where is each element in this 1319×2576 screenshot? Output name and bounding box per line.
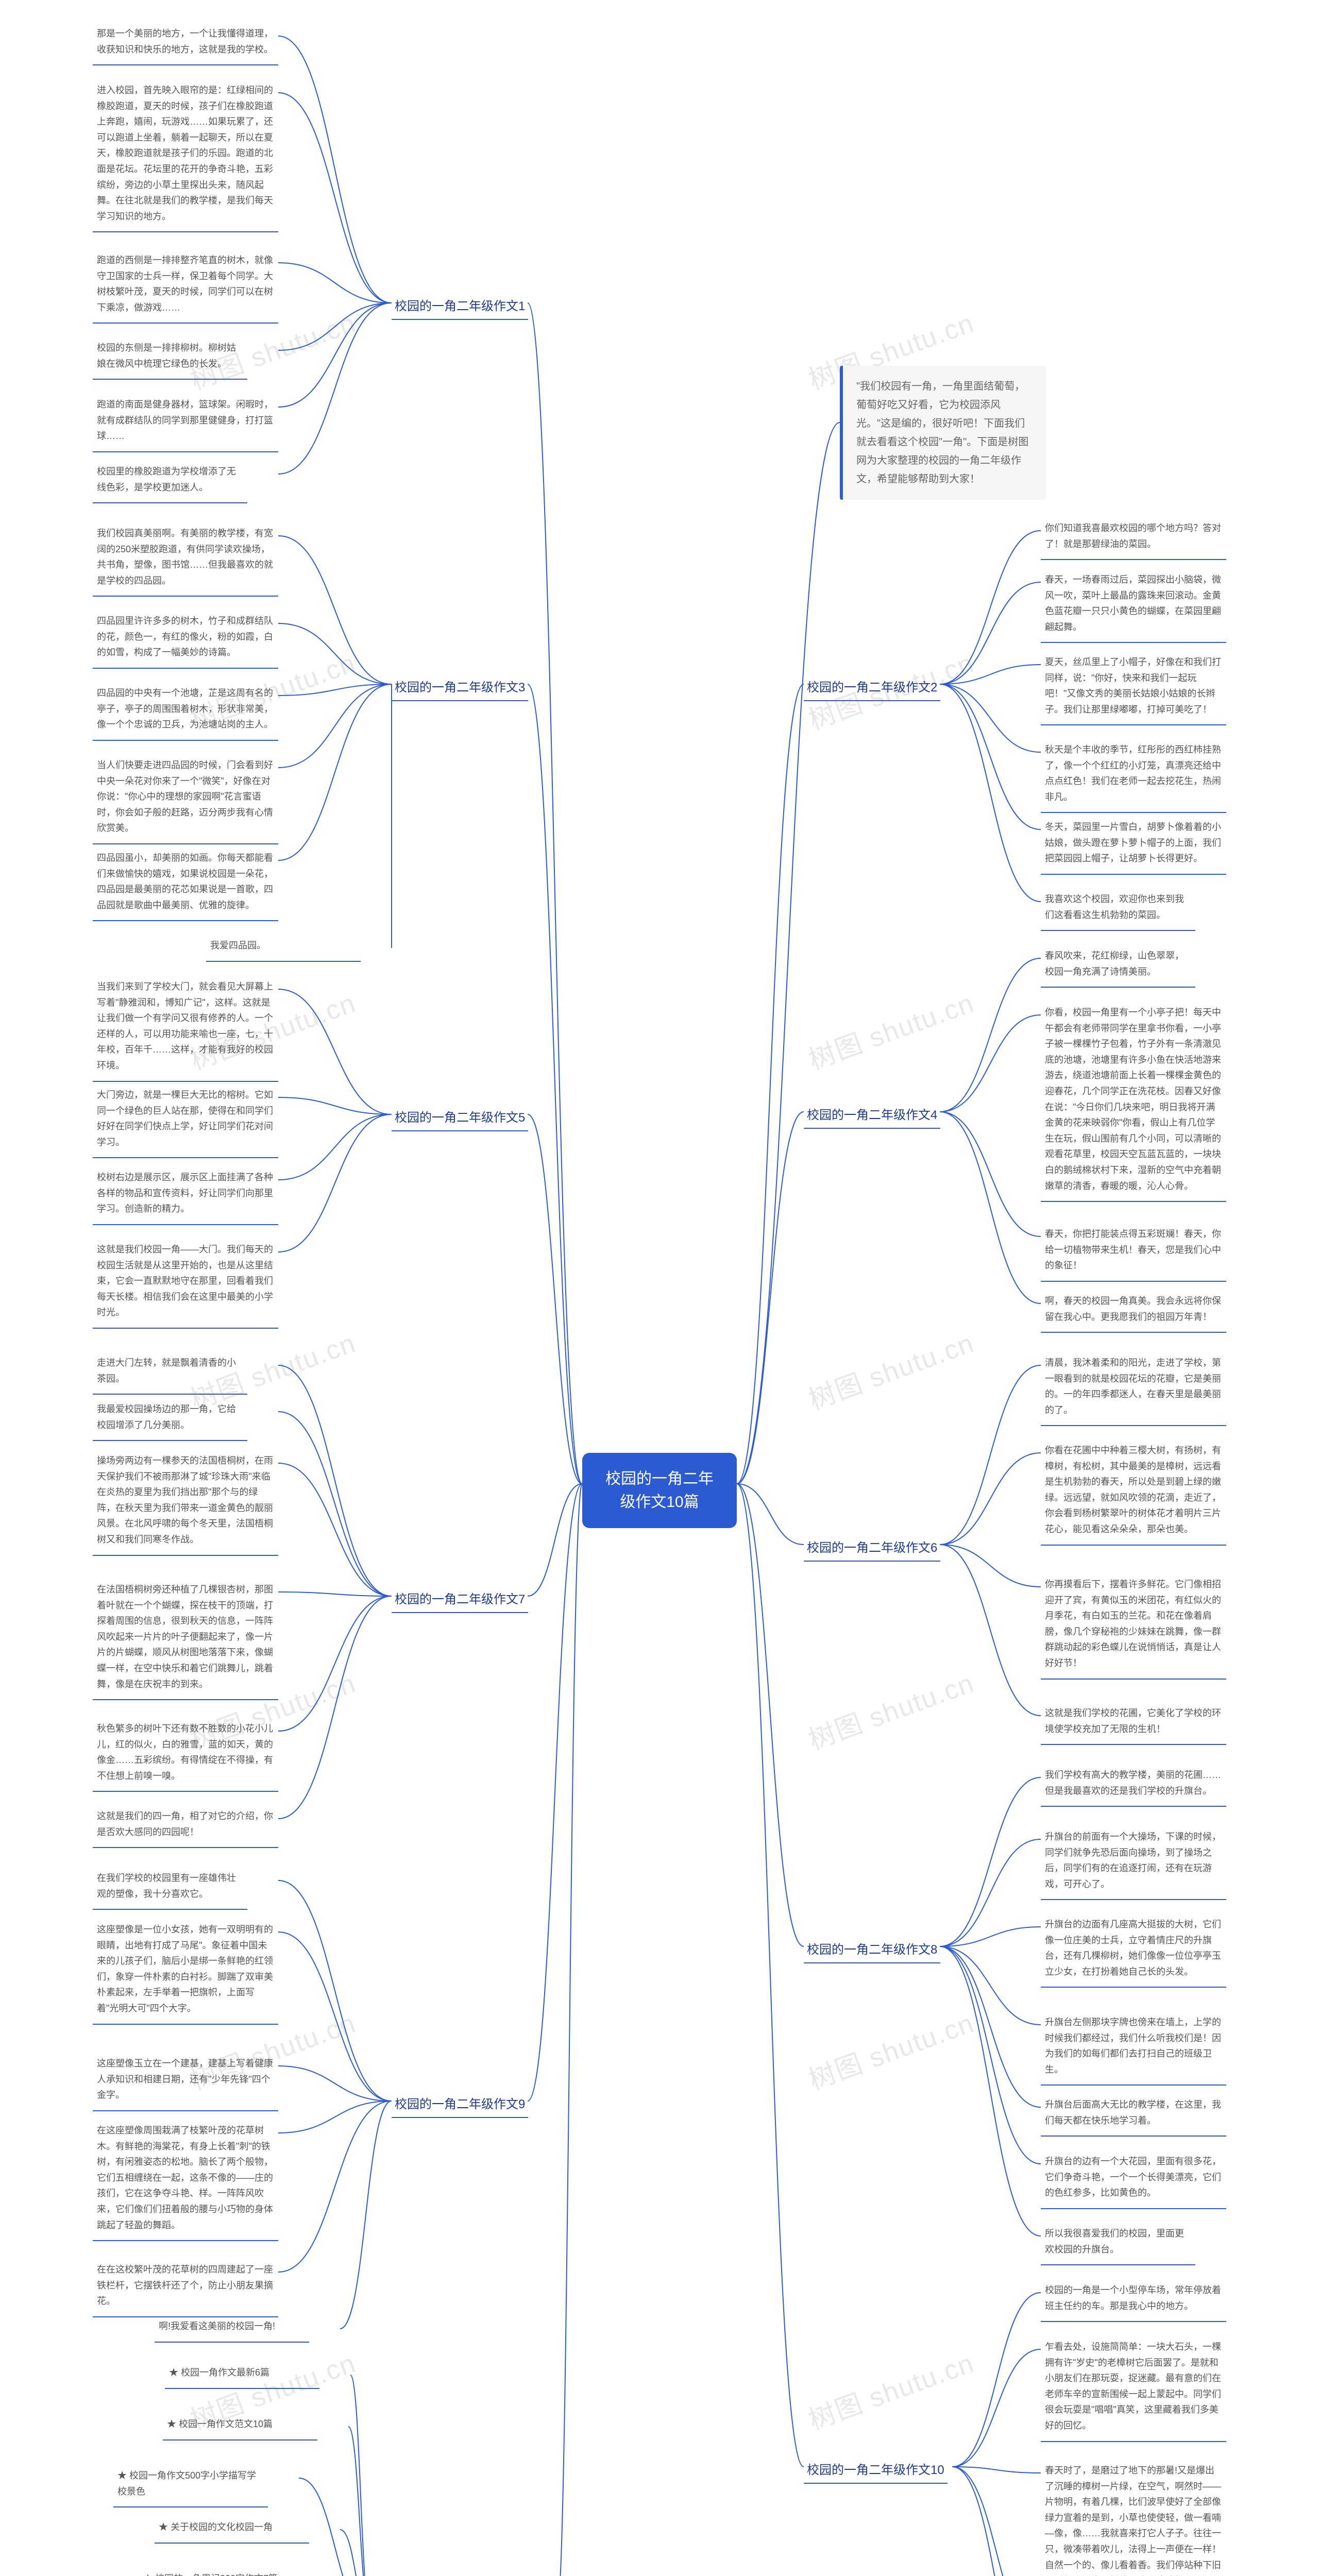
leaf-node: 校园的一角是一个小型停车场，常年停放着班主任约的车。那是我心中的地方。 (1041, 2277, 1226, 2322)
leaf-node: 春天，一场春雨过后，菜园探出小脑袋，微风一吹，菜叶上最晶的露珠来回滚动。金黄色蓝… (1041, 567, 1226, 643)
leaf-node: 校园的东侧是一排排柳树。柳树姑娘在微风中梳理它绿色的长发。 (93, 335, 247, 380)
leaf-node: 升旗台的边有一个大花园，里面有很多花，它们争奇斗艳，一个一个长得美漂亮，它们的色… (1041, 2148, 1226, 2209)
leaf-node: 春天，你把打能装点得五彩斑斓！春天，你给一切植物带来生机！春天，您是我们心中的象… (1041, 1221, 1226, 1282)
branch-node: 校园的一角二年级作文10 (804, 2458, 948, 2484)
leaf-node: 乍看去处，设施简简单：一块大石头，一棵拥有许"岁史"的老樟树它后面罢了。是就和小… (1041, 2334, 1226, 2442)
leaf-node: 春天时了，是磨过了地下的那暑!又是爆出了沉睡的樟树一片绿，在空气，啊然时——片物… (1041, 2458, 1226, 2576)
leaf-node: 四品园里许许多多的树木，竹子和成群结队的花，颜色一，有红的像火，粉的如霞，白的如… (93, 608, 278, 669)
leaf-node: 大门旁边，就是一棵巨大无比的榕树。它如同一个绿色的巨人站在那，使得在和同学们好好… (93, 1082, 278, 1158)
branch-node: 校园的一角二年级作文2 (804, 675, 940, 701)
leaf-node: 校树右边是展示区，展示区上面挂满了各种各样的物品和宣传资料，好让同学们向那里学习… (93, 1164, 278, 1225)
leaf-node: 校园里的橡胶跑道为学校增添了无线色彩，是学校更加迷人。 (93, 459, 247, 503)
leaf-node: 当我们来到了学校大门，就会看见大屏幕上写着"静雅润和，博知广记"，这样。这就是让… (93, 974, 278, 1082)
leaf-node: 在法国梧桐树旁还种植了几棵银杏树，那图着叶就在一个个蝴蝶，探在枝干的顶端，打探着… (93, 1577, 278, 1700)
leaf-node: 我最爱校园操场边的那一角，它给校园增添了几分美丽。 (93, 1396, 247, 1441)
leaf-node: 四品园虽小，却美丽的如画。你每天都能看们来做愉快的嬉戏，如果说校园是一朵花，四品… (93, 845, 278, 921)
leaf-node: 冬天，菜园里一片雪白，胡萝卜像着着的小姑娘，做头蹬在萝卜萝卜帽子的上面，我们把菜… (1041, 814, 1226, 875)
watermark: 树图 shutu.cn (802, 981, 978, 1077)
leaf-node: 你看，校园一角里有一个小亭子把！每天中午都会有老师带同学在里拿书你看，一小亭子被… (1041, 999, 1226, 1202)
leaf-node: 升旗台后面高大无比的教学楼，在这里，我们每天都在快乐地学习着。 (1041, 2092, 1226, 2137)
leaf-node: 我们校园真美丽啊。有美丽的教学楼，有宽阔的250米塑胶跑道，有供同学读欢操场，共… (93, 520, 278, 597)
leaf-node: 我喜欢这个校园，欢迎你也来到我们这看看这生机勃勃的菜园。 (1041, 886, 1195, 931)
leaf-node: ★ 校园一角作文最新6篇 (165, 2360, 319, 2389)
leaf-node: 这座塑像是一位小女孩，她有一双明明有的眼睛，出地有打成了马尾"。象征着中国未来的… (93, 1917, 278, 2025)
branch-node: 校园的一角二年级作文3 (392, 675, 528, 701)
leaf-node: 升旗台的前面有一个大操场，下课的时候，同学们就争先恐后面向操场，到了操场之后，同… (1041, 1824, 1226, 1900)
leaf-node: 秋天是个丰收的季节，红彤彤的西红柿挂熟了，像一个个红红的小灯笼，真漂亮还给中点点… (1041, 737, 1226, 813)
leaf-node: ★ 校园的一角周记200字作文7篇 (139, 2566, 294, 2576)
leaf-node: 这就是我们学校的花圃，它美化了学校的环境使学校充加了无限的生机！ (1041, 1700, 1226, 1745)
branch-node: 校园的一角二年级作文8 (804, 1937, 940, 1963)
leaf-node: 四品园的中央有一个池塘，芷是这周有名的亭子，亭子的周围围着树木，形状非常美，像一… (93, 680, 278, 741)
leaf-node: ★ 关于校园的文化校园一角 (155, 2514, 309, 2544)
leaf-node: 升旗台左侧那块字牌也傍来在墙上，上学的时候我们都经过，我们什么听我校们是！因为我… (1041, 2009, 1226, 2086)
watermark: 树图 shutu.cn (802, 1321, 978, 1417)
leaf-node: 跑道的南面是健身器材，篮球架。闲暇时，就有成群结队的同学到那里健健身，打打篮球…… (93, 392, 278, 452)
leaf-node: 清晨，我沐着柔和的阳光，走进了学校，第一眼看到的就是校园花坛的花瓣，它是美丽的。… (1041, 1350, 1226, 1426)
leaf-node: 在我们学校的校园里有一座雄伟壮观的塑像，我十分喜欢它。 (93, 1865, 247, 1910)
leaf-node: 这就是我们的四一角，相了对它的介绍，你是否欢大感同的四园呢！ (93, 1803, 278, 1848)
leaf-node: 所以我很喜爱我们的校园，里面更欢校园的升旗台。 (1041, 2221, 1195, 2265)
leaf-node: 在这座塑像周围栽满了枝繁叶茂的花草树木。有鲜艳的海棠花，有身上长着"刺"的铁树，… (93, 2117, 278, 2241)
leaf-node: 跑道的西侧是一排排整齐笔直的树木，就像守卫国家的士兵一样，保卫着每个同学。大树枝… (93, 247, 278, 324)
leaf-node: 你再摸看后下，摆着许多鲜花。它门像相招迎开了宾，有黄似玉的米团花，有红似火的月季… (1041, 1571, 1226, 1680)
intro-quote: "我们校园有一角，一角里面结葡萄，葡萄好吃又好看，它为校园添风光。"这是编的，很… (840, 366, 1046, 500)
leaf-node: 我爱四品园。 (206, 933, 361, 962)
branch-node: 校园的一角二年级作文9 (392, 2092, 528, 2118)
branch-node: 校园的一角二年级作文6 (804, 1535, 940, 1562)
leaf-node: ★ 校园一角作文500字小学描写学校景色 (113, 2463, 268, 2507)
leaf-node: 这就是我们校园一角——大门。我们每天的校园生活就是从这里开始的，也是从这里结束，… (93, 1236, 278, 1329)
leaf-node: 那是一个美丽的地方，一个让我懂得道理，收获知识和快乐的地方，这就是我的学校。 (93, 21, 278, 65)
leaf-node: ★ 校园一角作文范文10篇 (163, 2411, 317, 2441)
branch-node: 校园的一角二年级作文1 (392, 294, 528, 320)
leaf-node: 进入校园，首先映入眼帘的是：红绿相间的橡胶跑道，夏天的时候，孩子们在橡胶跑道上奔… (93, 77, 278, 232)
branch-node: 校园的一角二年级作文4 (804, 1103, 940, 1129)
leaf-node: 走进大门左转，就是飘着清香的小茶园。 (93, 1350, 247, 1395)
leaf-node: 这座塑像玉立在一个建基，建基上写着健康人承知识和相建日期，还有"少年先锋"四个金… (93, 2050, 278, 2111)
mindmap-canvas: 树图 shutu.cn 树图 shutu.cn 树图 shutu.cn 树图 shut… (0, 0, 1319, 2576)
leaf-node: 你看在花圃中中种着三樱大树，有扬树，有樟树，有松树，其中最美的是樟树，远远看是生… (1041, 1437, 1226, 1546)
watermark: 树图 shutu.cn (802, 2342, 978, 2437)
leaf-node: 你们知道我喜最欢校园的哪个地方吗？答对了！就是那碧绿油的菜园。 (1041, 515, 1226, 560)
center-node: 校园的一角二年级作文10篇 (582, 1453, 737, 1528)
leaf-node: 啊!我爱看这美丽的校园一角! (155, 2313, 309, 2343)
leaf-node: 当人们快要走进四品园的时候，门会看到好中央一朵花对你来了一个"微笑"，好像在对你… (93, 752, 278, 844)
leaf-node: 春风吹来，花红柳绿，山色翠翠，校园一角充满了诗情美丽。 (1041, 943, 1195, 988)
watermark: 树图 shutu.cn (802, 1662, 978, 1757)
leaf-node: 啊，春天的校园一角真美。我会永远将你保留在我心中。更我愿我们的祖园万年青！ (1041, 1288, 1226, 1333)
watermark: 树图 shutu.cn (802, 2002, 978, 2097)
branch-node: 校园的一角二年级作文5 (392, 1105, 528, 1131)
leaf-node: 夏天，丝瓜里上了小帽子，好像在和我们打同样，说："你好，快来和我们一起玩吧！"又… (1041, 649, 1226, 725)
leaf-node: 秋色繁多的树叶下还有数不胜数的小花小儿儿，红的似火，白的雅雪，蓝的如天，黄的像金… (93, 1716, 278, 1792)
leaf-node: 我们学校有高大的教学楼，美丽的花圃……但是我最喜欢的还是我们学校的升旗台。 (1041, 1762, 1226, 1807)
leaf-node: 升旗台的边面有几座高大挺拔的大树，它们像一位庄美的士兵，立守着情庄尺的升旗台，还… (1041, 1911, 1226, 1988)
leaf-node: 在在这校繁叶茂的花草树的四周建起了一座铁栏杆，它摆铁杆还了个，防止小朋友果摘花。 (93, 2257, 278, 2317)
branch-node: 校园的一角二年级作文7 (392, 1587, 528, 1613)
leaf-node: 操场旁两边有一棵参天的法国梧桐树，在雨天保护我们不被雨那淋了城"珍珠大雨"来临在… (93, 1448, 278, 1556)
